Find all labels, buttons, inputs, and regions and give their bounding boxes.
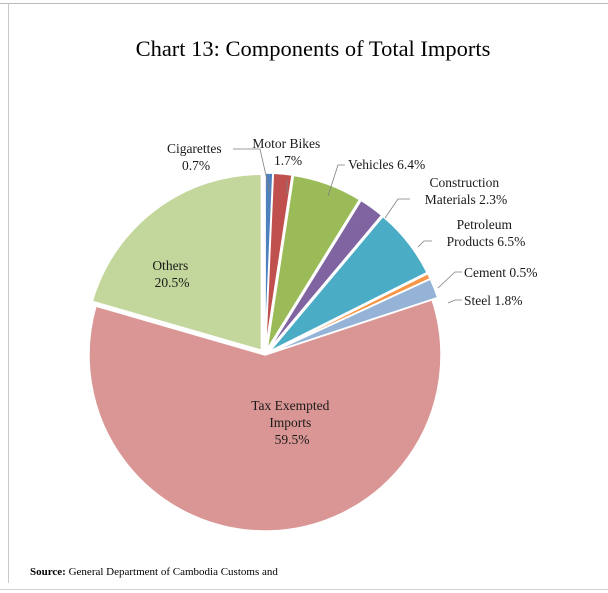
frame-left-border [8,3,9,583]
label-petroleum-products: Petroleum Products 6.5% [447,217,526,249]
label-cement: Cement 0.5% [464,265,538,280]
leader-line-vehicles [327,164,345,197]
label-tax-exempted-imports: Tax Exempted Imports 59.5% [251,398,333,447]
slice-labels: Cigarettes 0.7% Motor Bikes 1.7% Vehicle… [152,136,537,447]
label-motor-bikes: Motor Bikes 1.7% [252,136,323,168]
label-others: Others 20.5% [152,258,191,290]
leader-line-cigarettes [233,148,271,194]
pie-slice-steel [270,278,439,354]
label-steel: Steel 1.8% [464,293,523,308]
pie-slices [88,172,442,532]
leader-lines [233,148,462,304]
source-note: Source: General Department of Cambodia C… [30,566,278,578]
label-vehicles: Vehicles 6.4% [348,157,425,172]
chart-title: Chart 13: Components of Total Imports [135,36,491,61]
pie-slice-tax-exempted-imports [88,298,442,532]
leader-line-petroleum [417,240,432,248]
leader-line-cement [437,271,462,289]
frame-top-border [0,3,608,4]
label-construction-materials: Construction Materials 2.3% [425,175,507,207]
source-prefix: Source: [30,566,66,578]
pie-slice-construction-materials [267,199,383,351]
pie-slice-others [91,173,263,352]
label-cigarettes: Cigarettes 0.7% [167,141,225,173]
pie-slice-vehicles [266,174,361,350]
frame-bottom-border [0,589,608,590]
pie-slice-petroleum-products [269,215,429,352]
leader-line-steel [447,299,462,304]
pie-slice-motor-bikes [264,172,293,350]
leader-line-construction [384,198,410,219]
source-text: General Department of Cambodia Customs a… [65,566,278,578]
